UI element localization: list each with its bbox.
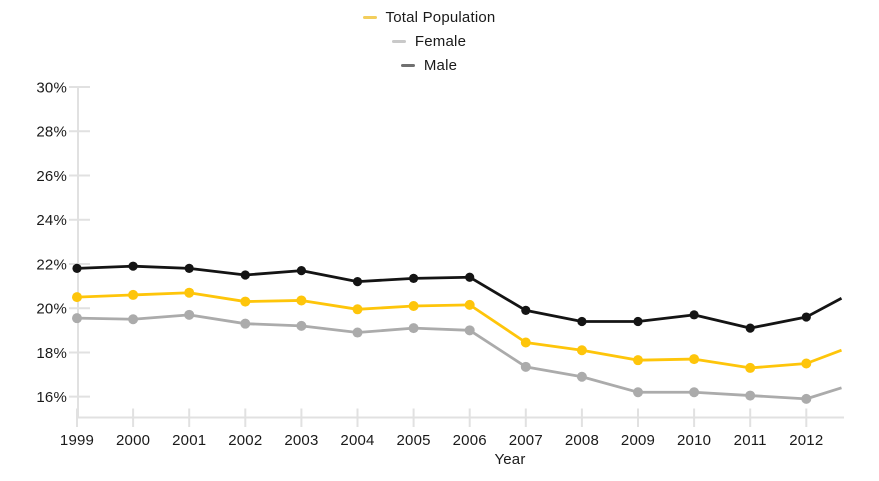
x-tick-label: 2000 [116,432,150,449]
data-point-total-population-2005[interactable] [408,300,419,311]
data-point-total-population-2004[interactable] [352,304,363,315]
x-tick-label: 2002 [228,432,262,449]
data-point-male-2009[interactable] [633,316,643,327]
data-point-total-population-2001[interactable] [184,287,195,298]
x-tick-label: 2011 [734,432,767,449]
series-female [72,309,842,404]
legend-line-swatch-icon [400,63,415,67]
legend-item-female: Female [391,29,467,53]
data-point-total-population-2006[interactable] [464,299,475,310]
y-tick-label: 16% [36,389,67,406]
data-point-male-2004[interactable] [352,277,363,287]
x-tick-label: 2005 [397,432,431,449]
data-point-total-population-2000[interactable] [128,289,139,300]
data-point-male-2002[interactable] [240,270,250,280]
data-point-male-2005[interactable] [409,273,419,283]
x-axis: 1999 2000 2001 2002 2003 2004 2005 2006 2007 2008… [60,408,844,449]
legend-label: Female [414,32,467,50]
data-point-total-population-2007[interactable] [520,337,531,348]
x-tick-label: 2007 [509,432,543,449]
data-point-female-2010[interactable] [689,387,700,398]
x-tick-label: 2012 [789,432,823,449]
x-tick-label: 2004 [340,432,374,449]
data-point-male-1999[interactable] [72,263,82,273]
y-tick-label: 28% [36,124,67,141]
legend-item-male: Male [400,53,458,77]
y-tick-label: 24% [36,212,67,229]
data-point-female-2002[interactable] [240,318,251,329]
data-point-male-2011[interactable] [745,323,755,333]
series-male [72,261,843,333]
y-tick-label: 18% [36,345,67,362]
x-axis-title: Year [494,451,526,468]
data-point-female-1999[interactable] [72,313,82,324]
legend-line-swatch-icon [362,15,377,19]
data-point-total-population-1999[interactable] [72,292,82,303]
legend: Total Population Female Male [0,5,858,77]
data-point-total-population-2012[interactable] [801,358,812,369]
legend-label: Male [423,56,458,74]
data-point-total-population-2010[interactable] [689,354,700,365]
x-tick-label: 2001 [172,432,206,449]
data-point-total-population-2003[interactable] [296,295,307,306]
x-tick-label: 2003 [284,432,318,449]
y-tick-label: 30% [36,80,67,97]
legend-item-total-population: Total Population [362,5,496,29]
series-line-female [76,313,842,401]
legend-label: Total Population [385,8,496,26]
y-axis: 30% 28% 26% 24% 22% 20% 18% 16% [36,80,90,418]
x-tick-label: 2010 [677,432,711,449]
data-point-total-population-2008[interactable] [576,345,587,356]
y-tick-label: 20% [36,301,67,318]
data-point-male-2006[interactable] [465,272,475,282]
data-point-female-2006[interactable] [464,325,475,336]
data-point-male-2003[interactable] [296,265,306,276]
data-point-female-2003[interactable] [296,320,307,331]
x-tick-label: 1999 [60,432,94,449]
data-point-total-population-2011[interactable] [745,362,756,373]
data-point-female-2005[interactable] [408,323,419,334]
y-tick-label: 22% [36,256,67,273]
data-point-male-2010[interactable] [689,310,699,320]
y-tick-label: 26% [36,168,67,185]
x-tick-label: 2008 [565,432,599,449]
data-point-male-2012[interactable] [801,312,811,322]
data-point-male-2001[interactable] [184,263,194,273]
data-point-male-2007[interactable] [521,305,531,316]
data-point-female-2009[interactable] [633,387,643,398]
series-total-population [72,287,842,373]
legend-line-swatch-icon [391,39,406,43]
data-point-female-2007[interactable] [520,361,531,372]
data-point-female-2008[interactable] [576,371,587,382]
data-point-male-2000[interactable] [128,261,138,271]
x-tick-label: 2006 [453,432,487,449]
data-point-female-2001[interactable] [184,309,195,320]
data-point-female-2012[interactable] [801,393,812,404]
x-tick-label: 2009 [621,432,655,449]
data-point-total-population-2002[interactable] [240,296,251,307]
data-point-total-population-2009[interactable] [633,355,643,366]
data-point-female-2000[interactable] [128,314,139,325]
data-point-male-2008[interactable] [577,316,587,327]
data-point-female-2011[interactable] [745,390,756,401]
data-point-female-2004[interactable] [352,327,363,338]
